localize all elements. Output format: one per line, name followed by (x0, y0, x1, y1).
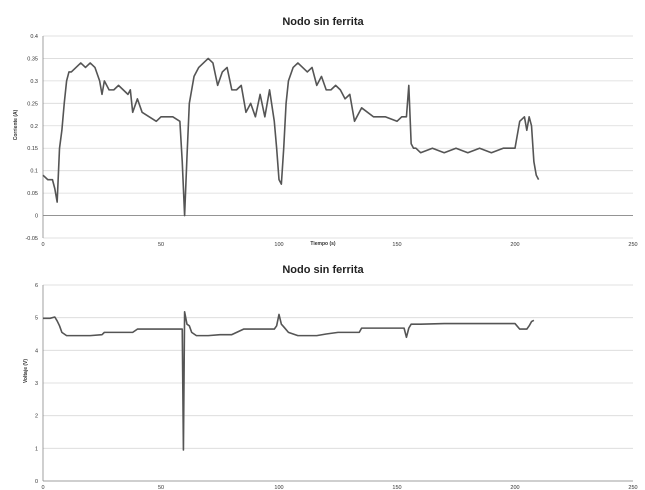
chart-voltage: Nodo sin ferrita 0 1 2 3 4 5 6 0 50 100 150 200 250… (23, 264, 638, 490)
x-tick-label: 100 (274, 242, 283, 248)
x-tick-label: 0 (41, 485, 44, 490)
y-tick-label: 0.2 (30, 124, 38, 130)
y-tick-label: 2 (35, 414, 38, 420)
x-tick-label: 100 (274, 485, 283, 490)
x-tick-label: 50 (158, 485, 164, 490)
x-ticks-current: 0 50 100 150 200 250 (41, 242, 637, 248)
y-tick-label: 0 (35, 214, 38, 220)
x-tick-label: 50 (158, 242, 164, 248)
y-ticks-voltage: 0 1 2 3 4 5 6 (35, 283, 38, 485)
x-tick-label: 200 (510, 485, 519, 490)
grid-current (42, 35, 633, 239)
chart-current: Nodo sin ferrita -0.0500.050.10.150.20.2… (13, 16, 638, 248)
x-tick-label: 150 (392, 242, 401, 248)
y-axis-label-voltage: Voltaje (V) (23, 359, 29, 383)
y-tick-label: 0.3 (30, 79, 38, 85)
y-axis-label-current: Corriente (A) (13, 109, 19, 140)
y-tick-label: 4 (35, 348, 38, 354)
y-tick-label: 5 (35, 316, 38, 322)
y-tick-label: 6 (35, 283, 38, 289)
y-tick-label: 3 (35, 381, 38, 387)
y-tick-label: 0.05 (27, 191, 38, 197)
series-voltage (43, 310, 535, 451)
x-tick-label: 250 (628, 242, 637, 248)
x-tick-label: 0 (41, 242, 44, 248)
x-tick-label: 200 (510, 242, 519, 248)
series-line (42, 57, 540, 217)
y-tick-label: -0.05 (25, 236, 38, 242)
x-axis-label-current: Tiempo (s) (310, 241, 336, 247)
y-tick-label: 0 (35, 479, 38, 485)
y-tick-label: 0.1 (30, 169, 38, 175)
chart-title-current: Nodo sin ferrita (282, 16, 364, 28)
series-line (43, 310, 535, 451)
chart-title-voltage: Nodo sin ferrita (282, 264, 364, 276)
x-tick-label: 150 (392, 485, 401, 490)
y-tick-label: 0.15 (27, 146, 38, 152)
y-ticks-current: -0.05 0 0.05 0.1 0.15 0.2 0.25 0.3 0.35 0.4 (25, 34, 38, 242)
y-tick-label: 0.4 (30, 34, 38, 40)
series-current (42, 57, 540, 217)
y-tick-label: 1 (35, 446, 38, 452)
y-tick-label: 0.35 (27, 56, 38, 62)
x-ticks-voltage: 0 50 100 150 200 250 (41, 485, 637, 490)
grid-voltage (42, 284, 633, 482)
x-tick-label: 250 (628, 485, 637, 490)
y-tick-label: 0.25 (27, 101, 38, 107)
